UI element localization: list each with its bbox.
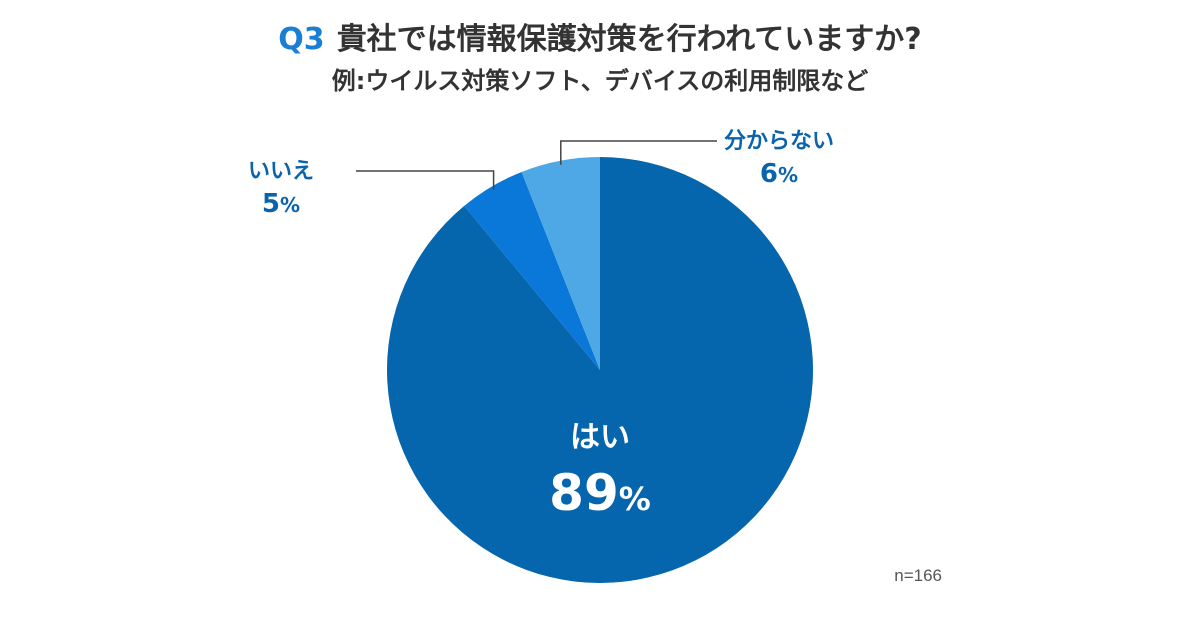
chart-subtitle: 例:ウイルス対策ソフト、デバイスの利用制限など bbox=[331, 67, 869, 95]
slice-value-2: 6% bbox=[760, 159, 798, 189]
question-number: Q3 bbox=[278, 22, 325, 57]
leader-line-2 bbox=[560, 140, 717, 165]
chart-title: Q3 貴社では情報保護対策を行われていますか? bbox=[0, 20, 1200, 60]
slice-label-0: はい bbox=[570, 420, 630, 455]
slice-label-1: いいえ bbox=[248, 159, 314, 184]
pie-slice-0 bbox=[387, 157, 814, 583]
pie-slice-2 bbox=[521, 157, 600, 370]
question-text: 貴社では情報保護対策を行われていますか? bbox=[336, 22, 922, 57]
pie-slice-1 bbox=[464, 171, 600, 370]
sample-size-note: n=166 bbox=[894, 566, 942, 585]
slice-label-2: 分からない bbox=[724, 129, 834, 154]
leader-line-1 bbox=[356, 170, 495, 191]
slice-value-1: 5% bbox=[262, 189, 300, 219]
slice-value-0: 89% bbox=[549, 464, 651, 522]
